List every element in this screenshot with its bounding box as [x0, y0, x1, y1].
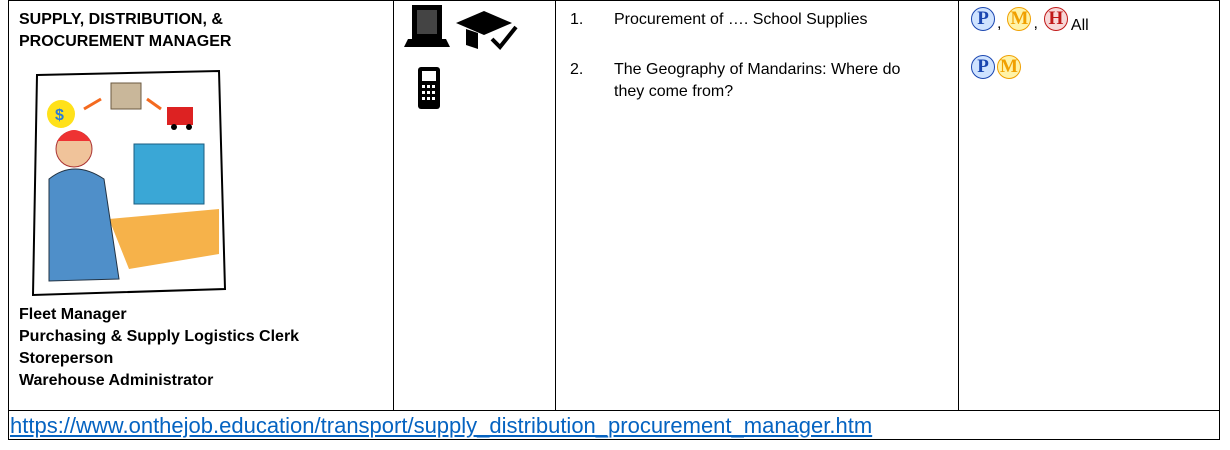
link-cell: [8, 410, 1220, 440]
activity-text: Procurement of …. School Supplies: [614, 11, 868, 28]
link[interactable]: https://www.onthejob.education/transport…: [10, 413, 873, 438]
activity-number: 1.: [570, 11, 584, 28]
level-cell: P, M, H All P M: [958, 0, 1220, 411]
separator: ,: [997, 15, 1002, 32]
activity-cell: 1. Procurement of …. School Supplies 2. The…: [555, 0, 959, 411]
level-row: P, M, H All: [971, 1, 1089, 34]
icons: [404, 5, 518, 109]
title-line: PROCUREMENT MANAGER: [19, 33, 232, 50]
separator: ,: [1033, 15, 1038, 32]
level-note: All: [1070, 17, 1089, 34]
level-badge: H: [1043, 7, 1068, 31]
career-cell: SUPPLY, DISTRIBUTION, & PROCUREMENT MANAG…: [8, 0, 394, 411]
level-badge: M: [997, 55, 1021, 79]
icon-cell: [393, 0, 556, 411]
title-line: SUPPLY, DISTRIBUTION, &: [19, 11, 223, 28]
level-badge: P: [971, 55, 995, 79]
illustration: $: [31, 69, 227, 297]
activity-number: 2.: [570, 61, 584, 78]
job: Storeperson: [19, 350, 114, 367]
job: Warehouse Administrator: [19, 372, 214, 389]
job: Purchasing & Supply Logistics Clerk: [19, 328, 300, 345]
activity-text: The Geography of Mandarins: Where do the…: [614, 61, 901, 100]
job-list: Fleet Manager Purchasing & Supply Logisti…: [19, 304, 299, 392]
svg-text:$: $: [55, 107, 64, 124]
table: SUPPLY, DISTRIBUTION, & PROCUREMENT MANAG…: [8, 0, 1220, 440]
job: Fleet Manager: [19, 306, 127, 323]
career-title: SUPPLY, DISTRIBUTION, & PROCUREMENT MANAG…: [19, 9, 231, 53]
level-badge: P: [971, 7, 995, 31]
level-badge: M: [1007, 7, 1032, 31]
